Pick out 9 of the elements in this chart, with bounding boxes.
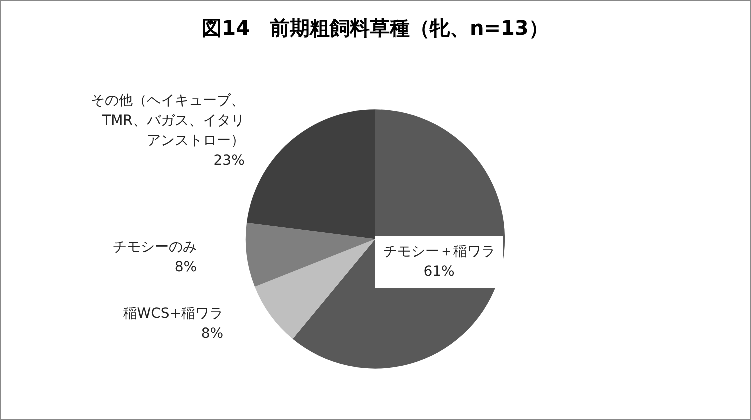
- slice-label: チモシー＋稲ワラ: [383, 244, 496, 260]
- data-label: 8%: [201, 326, 224, 342]
- slice-label: 稲WCS+稲ワラ: [123, 306, 224, 322]
- slice-label: チモシーのみ: [113, 239, 198, 256]
- data-label: 23%: [214, 152, 245, 169]
- data-label: 8%: [174, 259, 198, 276]
- slice-label: その他（ヘイキューブ、TMR、バガス、イタリアンストロー）: [90, 92, 245, 149]
- data-label: 61%: [424, 264, 455, 280]
- chart-title: 図14 前期粗飼料草種（牝、n=13）: [202, 16, 549, 40]
